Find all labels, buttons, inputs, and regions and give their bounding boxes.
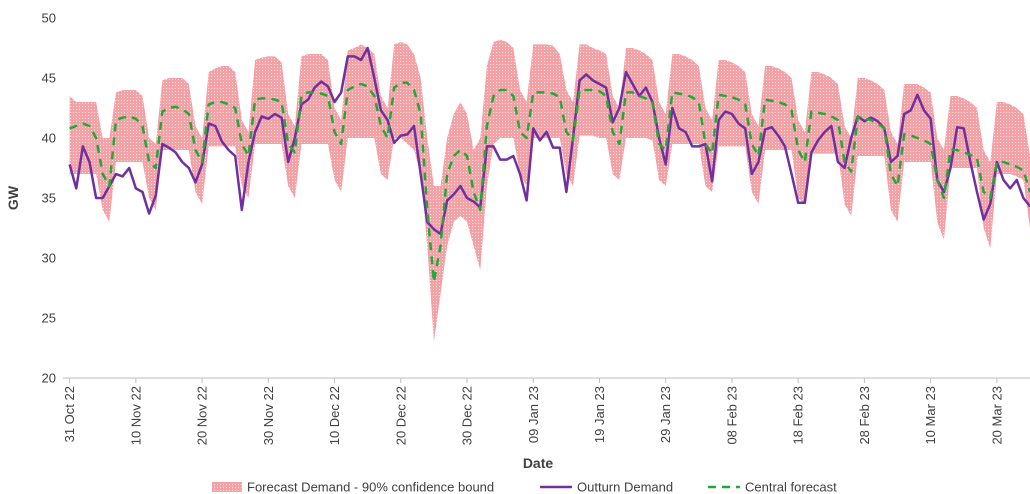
legend-label: Outturn Demand: [577, 480, 673, 494]
x-axis-title: Date: [523, 455, 554, 471]
x-tick-label: 09 Jan 23: [526, 386, 541, 443]
x-tick-label: 20 Dec 22: [393, 386, 408, 445]
x-tick-label: 28 Feb 23: [857, 386, 872, 445]
x-tick-label: 29 Jan 23: [658, 386, 673, 443]
legend-swatch: [212, 482, 242, 492]
central-forecast-line: [69, 81, 1030, 284]
x-tick-label: 18 Feb 23: [791, 386, 806, 445]
x-tick-label: 20 Mar 23: [989, 386, 1004, 445]
x-tick-label: 30 Dec 22: [460, 386, 475, 445]
y-tick-label: 40: [42, 131, 56, 146]
legend-label: Central forecast: [745, 480, 837, 494]
y-tick-label: 35: [42, 191, 56, 206]
x-tick-label: 10 Nov 22: [128, 386, 143, 445]
x-tick-label: 08 Feb 23: [724, 386, 739, 445]
outturn-line: [68, 46, 1030, 236]
x-tick-label: 20 Nov 22: [195, 386, 210, 445]
x-tick-label: 10 Mar 23: [923, 386, 938, 445]
x-tick-label: 31 Oct 22: [62, 386, 77, 442]
x-tick-label: 10 Dec 22: [327, 386, 342, 445]
y-tick-label: 20: [42, 371, 56, 386]
x-tick-label: 30 Nov 22: [261, 386, 276, 445]
y-axis-title: GW: [5, 185, 21, 210]
y-tick-label: 50: [42, 11, 56, 26]
y-tick-label: 25: [42, 311, 56, 326]
confidence-band: [69, 39, 1030, 342]
y-tick-label: 45: [42, 71, 56, 86]
legend-label: Forecast Demand - 90% confidence bound: [247, 480, 494, 494]
y-tick-label: 30: [42, 251, 56, 266]
x-tick-label: 19 Jan 23: [592, 386, 607, 443]
